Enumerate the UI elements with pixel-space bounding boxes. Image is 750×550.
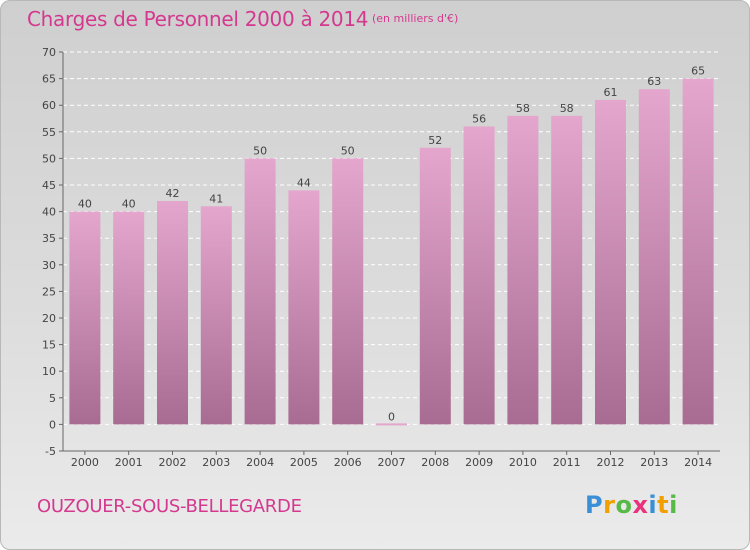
data-label: 41 [209, 192, 223, 205]
data-label: 0 [388, 410, 395, 423]
data-label: 61 [604, 86, 618, 99]
data-label: 40 [122, 198, 136, 211]
y-tick-label: 5 [49, 392, 56, 405]
y-tick-label: -5 [45, 445, 56, 458]
logo-letter: t [657, 491, 670, 519]
data-label: 44 [297, 176, 311, 189]
logo-letter: P [585, 491, 604, 519]
data-label: 50 [341, 144, 355, 157]
bar [332, 158, 364, 425]
y-tick-label: 65 [42, 73, 56, 86]
bar [200, 206, 232, 425]
logo-letter: i [648, 491, 658, 519]
x-tick-label: 2004 [246, 456, 274, 469]
x-tick-label: 2002 [159, 456, 187, 469]
logo-letter: i [669, 491, 678, 519]
bar [288, 190, 320, 425]
data-label: 50 [253, 144, 267, 157]
data-label: 56 [472, 112, 486, 125]
x-tick-label: 2006 [334, 456, 362, 469]
bar [244, 158, 276, 425]
y-tick-label: 55 [42, 126, 56, 139]
x-tick-label: 2011 [553, 456, 581, 469]
bar [69, 211, 101, 425]
bar [682, 78, 714, 425]
y-tick-label: 45 [42, 179, 56, 192]
chart-title: Charges de Personnel 2000 à 2014 [27, 7, 369, 31]
bar [376, 423, 407, 426]
y-tick-label: 15 [42, 339, 56, 352]
commune-name: OUZOUER-SOUS-BELLEGARDE [37, 496, 302, 517]
x-tick-label: 2000 [71, 456, 99, 469]
bar [507, 115, 539, 425]
data-label: 52 [428, 134, 442, 147]
y-tick-label: 50 [42, 152, 56, 165]
y-tick-label: 40 [42, 206, 56, 219]
x-tick-label: 2009 [465, 456, 493, 469]
x-tick-label: 2014 [684, 456, 712, 469]
data-label: 42 [166, 187, 180, 200]
bar [551, 115, 583, 425]
bar [419, 147, 451, 425]
y-tick-label: 0 [49, 418, 56, 431]
bar [463, 126, 495, 425]
logo-letter: r [603, 491, 616, 519]
bar [157, 200, 188, 425]
x-tick-label: 2012 [597, 456, 625, 469]
bar [638, 89, 670, 425]
logo-letter: o [615, 491, 633, 519]
bar [113, 211, 145, 425]
data-label: 63 [647, 75, 661, 88]
data-label: 40 [78, 198, 92, 211]
y-tick-label: 70 [42, 46, 56, 59]
x-tick-label: 2007 [378, 456, 406, 469]
x-tick-label: 2013 [640, 456, 668, 469]
y-tick-label: 20 [42, 312, 56, 325]
x-tick-label: 2003 [202, 456, 230, 469]
data-label: 65 [691, 65, 705, 78]
x-tick-label: 2008 [421, 456, 449, 469]
x-tick-label: 2010 [509, 456, 537, 469]
x-tick-label: 2001 [115, 456, 143, 469]
x-tick-label: 2005 [290, 456, 318, 469]
chart-subtitle: (en milliers d'€) [372, 12, 459, 25]
y-tick-label: 60 [42, 99, 56, 112]
y-tick-label: 10 [42, 365, 56, 378]
logo-letter: x [632, 491, 649, 519]
data-label: 58 [516, 102, 530, 115]
proxiti-logo: Proxiti [585, 491, 678, 519]
y-tick-label: 25 [42, 285, 56, 298]
data-label: 58 [560, 102, 574, 115]
bar [595, 99, 626, 425]
y-tick-label: 35 [42, 232, 56, 245]
y-tick-label: 30 [42, 259, 56, 272]
